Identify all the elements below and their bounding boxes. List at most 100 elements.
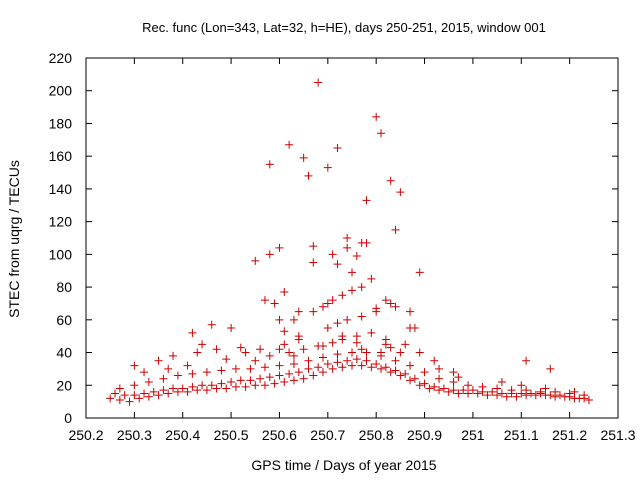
data-point xyxy=(251,356,260,365)
x-tick-label: 250.2 xyxy=(68,427,103,443)
data-point xyxy=(285,369,294,378)
data-point xyxy=(386,176,395,185)
data-point xyxy=(430,382,439,391)
data-point xyxy=(135,394,144,403)
data-point xyxy=(285,348,294,357)
data-point xyxy=(275,345,284,354)
data-point xyxy=(289,315,298,324)
data-point xyxy=(198,340,207,349)
data-point xyxy=(164,364,173,373)
data-point xyxy=(222,384,231,393)
data-point xyxy=(275,243,284,252)
data-point xyxy=(406,307,415,316)
y-tick-label: 200 xyxy=(49,83,73,99)
data-point xyxy=(449,386,458,395)
data-point xyxy=(236,376,245,385)
data-point xyxy=(318,368,327,377)
x-tick-label: 250.6 xyxy=(262,427,297,443)
data-point xyxy=(517,389,526,398)
x-tick-label: 251.1 xyxy=(504,427,539,443)
data-point xyxy=(372,112,381,121)
data-point xyxy=(241,348,250,357)
y-tick-label: 0 xyxy=(64,410,72,426)
data-point xyxy=(536,387,545,396)
x-tick-label: 250.9 xyxy=(407,427,442,443)
data-point xyxy=(149,387,158,396)
data-point xyxy=(173,387,182,396)
data-point xyxy=(246,364,255,373)
data-point xyxy=(241,382,250,391)
data-point xyxy=(357,345,366,354)
data-point xyxy=(309,371,318,380)
data-point xyxy=(299,374,308,383)
data-point xyxy=(570,387,579,396)
data-point xyxy=(464,389,473,398)
x-tick-label: 251 xyxy=(461,427,485,443)
data-point xyxy=(338,363,347,372)
y-tick-label: 40 xyxy=(56,345,72,361)
data-point xyxy=(415,268,424,277)
data-point xyxy=(343,243,352,252)
data-point xyxy=(512,392,521,401)
data-point xyxy=(367,328,376,337)
y-tick-label: 220 xyxy=(49,50,73,66)
data-point xyxy=(280,327,289,336)
x-tick-label: 251.3 xyxy=(600,427,635,443)
data-point xyxy=(280,288,289,296)
data-point xyxy=(439,384,448,393)
data-point xyxy=(377,129,386,138)
data-point xyxy=(522,356,531,365)
y-tick-label: 140 xyxy=(49,181,73,197)
data-point xyxy=(256,345,265,354)
data-point xyxy=(357,312,366,321)
data-point xyxy=(420,379,429,388)
data-point xyxy=(111,389,120,398)
x-axis-label: GPS time / Days of year 2015 xyxy=(251,457,436,473)
data-point xyxy=(159,374,168,383)
y-tick-label: 80 xyxy=(56,279,72,295)
data-point xyxy=(401,340,410,349)
data-point xyxy=(304,356,313,365)
data-point xyxy=(410,374,419,383)
data-point xyxy=(328,250,337,259)
data-point xyxy=(265,351,274,360)
data-point xyxy=(333,358,342,367)
data-point xyxy=(435,386,444,395)
data-point xyxy=(580,391,589,400)
data-point xyxy=(154,391,163,400)
data-point xyxy=(362,196,371,205)
data-point xyxy=(338,291,347,300)
data-point xyxy=(256,374,265,383)
data-point xyxy=(222,355,231,364)
data-point xyxy=(415,381,424,390)
data-point xyxy=(435,364,444,373)
data-point xyxy=(328,338,337,347)
data-point xyxy=(396,348,405,357)
data-point xyxy=(188,369,197,378)
y-tick-label: 120 xyxy=(49,214,73,230)
data-point xyxy=(309,307,318,316)
data-point xyxy=(115,384,124,393)
data-point xyxy=(348,268,356,277)
data-point xyxy=(430,356,439,365)
data-point xyxy=(372,360,381,368)
data-point xyxy=(352,355,361,364)
data-point xyxy=(333,350,342,359)
data-point xyxy=(188,328,197,337)
data-point xyxy=(275,371,284,380)
data-point xyxy=(381,363,390,372)
data-point xyxy=(328,364,337,373)
data-point xyxy=(280,340,289,349)
data-point xyxy=(212,384,221,393)
data-point xyxy=(193,348,202,357)
y-tick-label: 100 xyxy=(49,246,73,262)
data-point xyxy=(377,348,386,357)
data-point xyxy=(323,360,332,368)
plot-frame xyxy=(85,57,619,419)
data-point xyxy=(178,384,187,393)
data-point xyxy=(193,386,202,395)
data-point xyxy=(381,340,390,349)
data-points xyxy=(106,78,593,406)
data-point xyxy=(270,379,279,388)
data-point xyxy=(454,389,463,398)
